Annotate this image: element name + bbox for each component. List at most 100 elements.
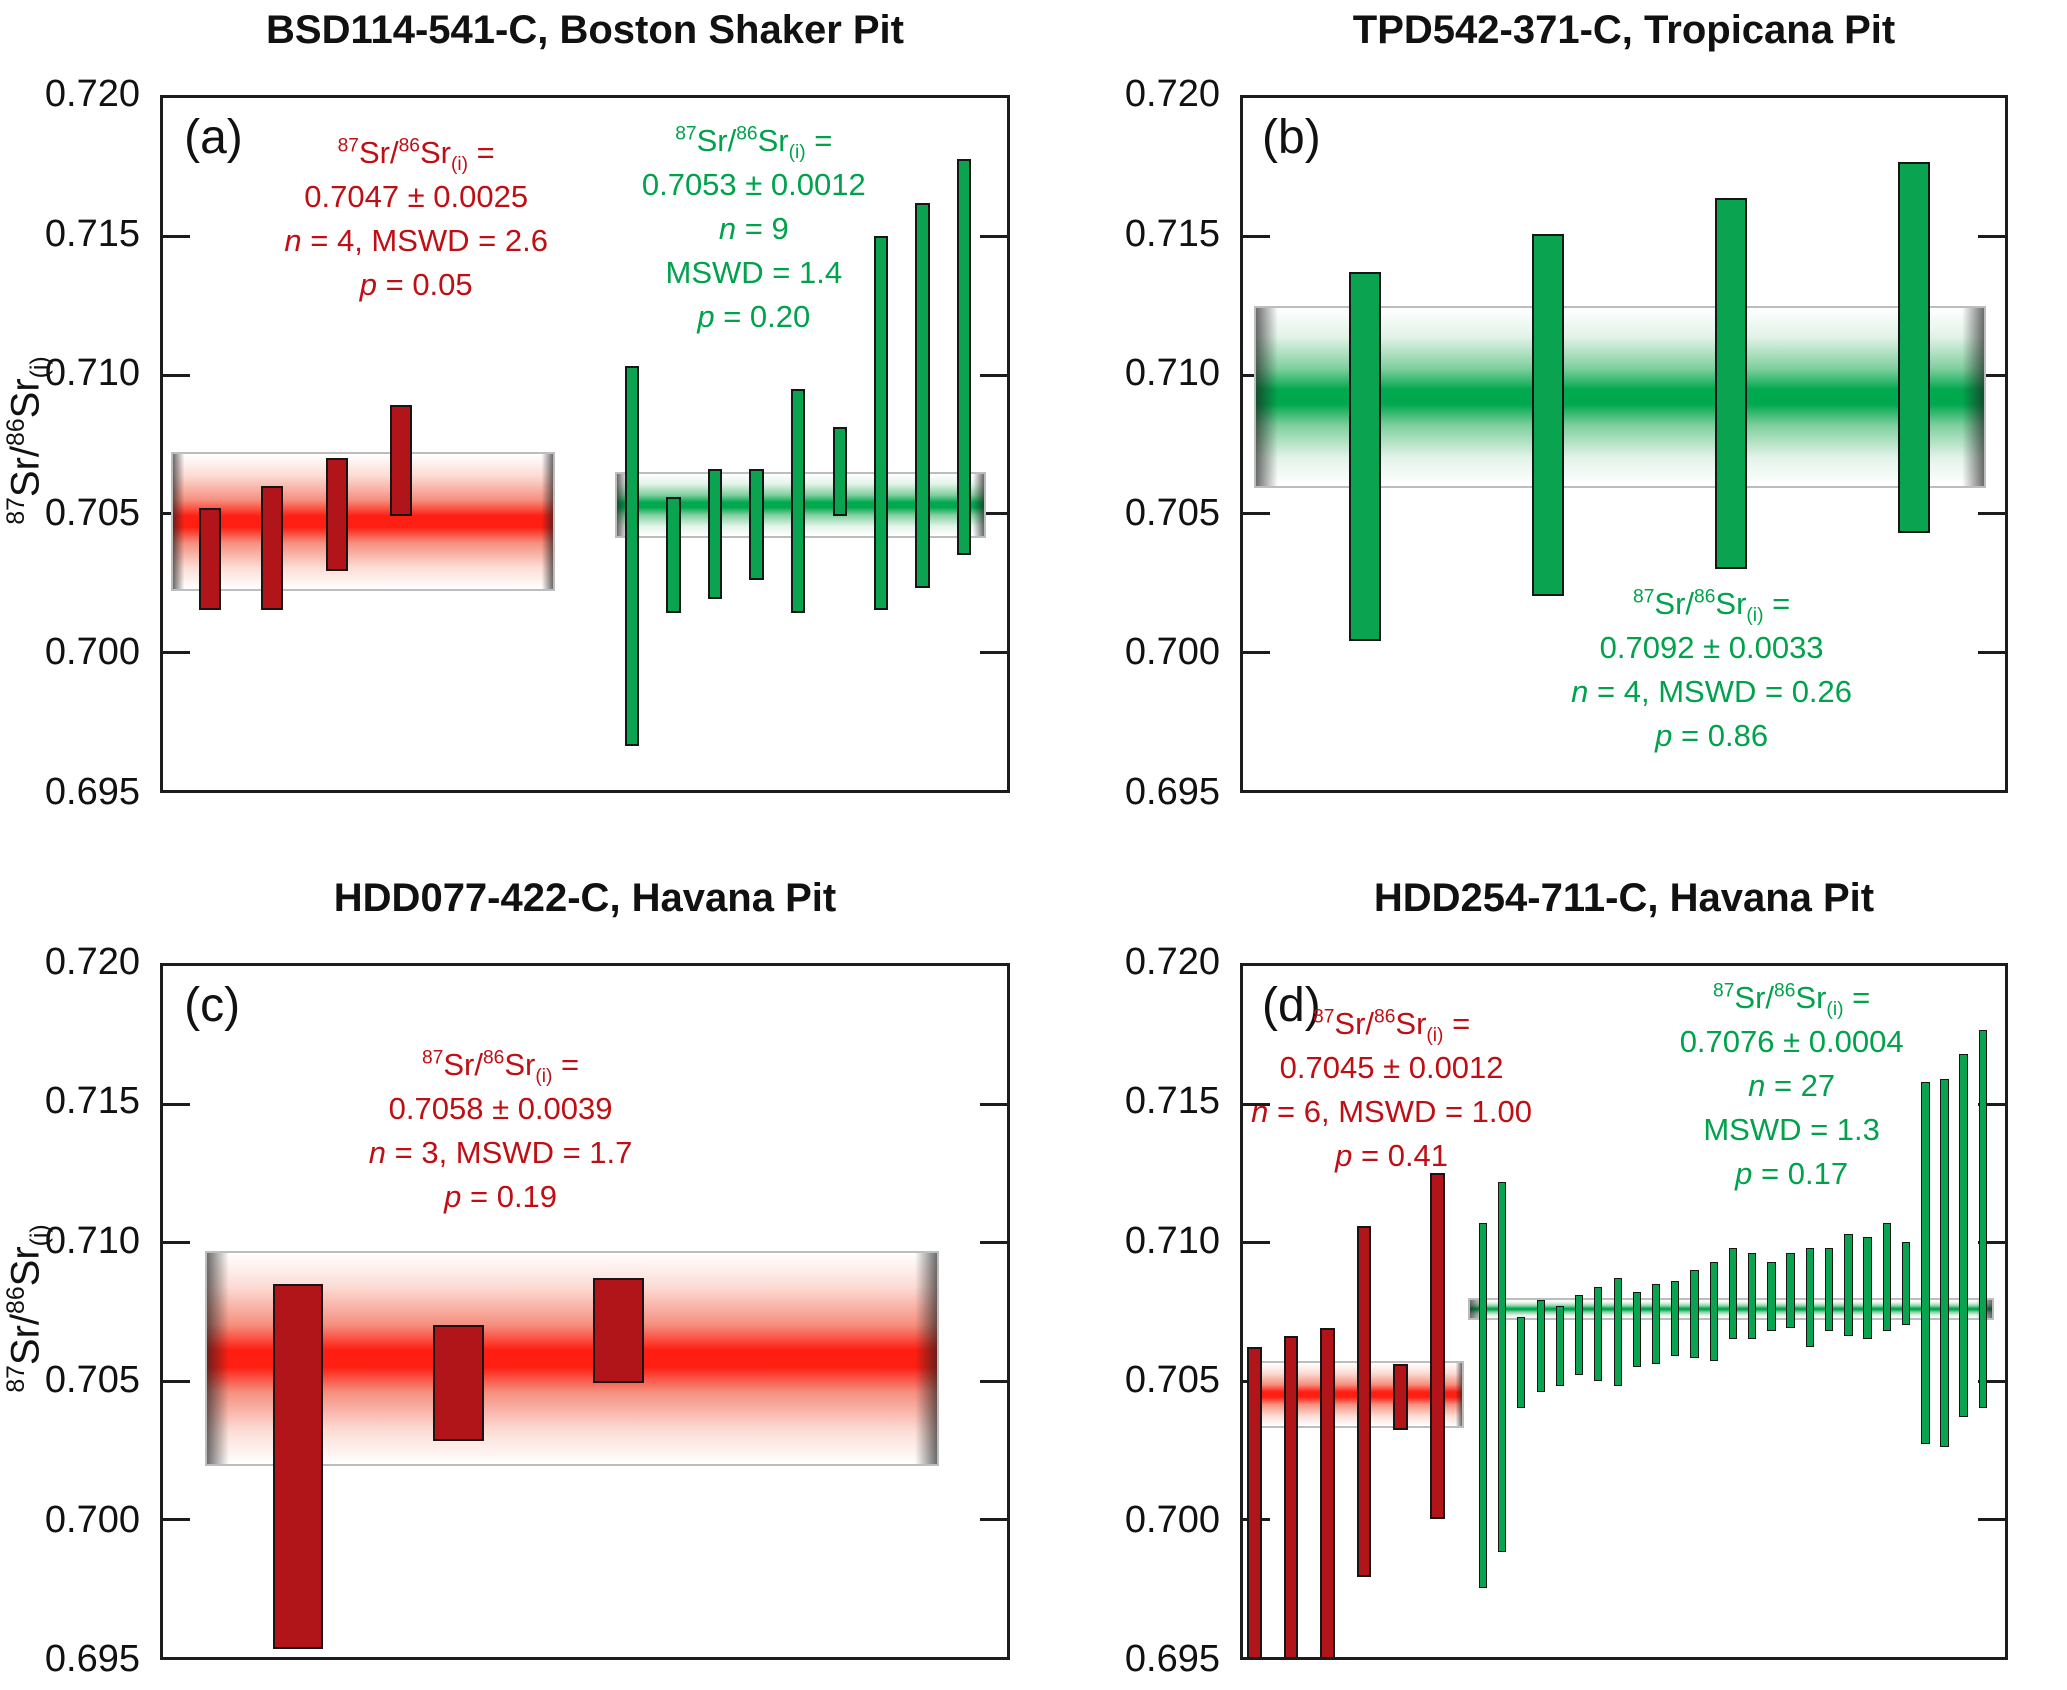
green-stats-text: 87Sr/86Sr(i) = 0.7092 ± 0.0033 n = 4, MSWD… xyxy=(1483,582,1940,758)
stats-line: 0.7076 ± 0.0004 xyxy=(1679,1023,1904,1059)
panel-letter: (c) xyxy=(184,979,241,1033)
green-stats-text: 87Sr/86Sr(i) = 0.7076 ± 0.0004 n = 27 MSWD … xyxy=(1563,976,2005,1196)
axis-tick-mark xyxy=(1978,1379,2005,1383)
y-tick-label: 0.695 xyxy=(44,771,140,813)
red-sample-range-bar xyxy=(593,1278,645,1384)
green-stats-text: 87Sr/86Sr(i) = 0.7053 ± 0.0012 n = 9 MSWD =… xyxy=(501,119,1007,339)
y-tick-label: 0.705 xyxy=(1124,491,1220,534)
y-tick-label: 0.695 xyxy=(1124,771,1220,813)
y-tick-label: 0.705 xyxy=(44,1359,140,1402)
green-sample-range-bar xyxy=(1767,1261,1777,1331)
green-sample-range-bar xyxy=(832,427,848,516)
red-sample-range-bar xyxy=(1247,1347,1262,1657)
red-sample-range-bar xyxy=(1430,1173,1445,1519)
axis-tick-mark xyxy=(1978,512,2005,516)
y-tick-label: 0.710 xyxy=(44,352,140,395)
green-sample-range-bar xyxy=(666,496,681,613)
axis-tick-mark xyxy=(1978,373,2005,377)
axis-tick-mark xyxy=(1243,1103,1270,1107)
y-tick-label: 0.720 xyxy=(44,941,140,983)
green-sample-range-bar xyxy=(1536,1300,1546,1392)
green-sample-range-bar xyxy=(1574,1294,1584,1376)
green-sample-range-bar xyxy=(1940,1079,1950,1447)
axis-tick-mark xyxy=(163,1241,190,1245)
green-sample-range-bar xyxy=(1478,1223,1488,1588)
green-sample-range-bar xyxy=(1555,1305,1565,1387)
green-sample-range-bar xyxy=(1613,1278,1623,1387)
stats-line: n = 4, MSWD = 2.6 xyxy=(284,223,548,259)
stats-line: n = 9 xyxy=(718,210,789,246)
green-sample-range-bar xyxy=(1651,1283,1661,1364)
panel-letter: (d) xyxy=(1262,979,1321,1033)
y-tick-label: 0.715 xyxy=(44,1080,140,1123)
panel-a-title: BSD114-541-C, Boston Shaker Pit xyxy=(266,8,904,52)
y-tick-label: 0.695 xyxy=(1124,1638,1220,1680)
axis-tick-mark xyxy=(980,373,1007,377)
green-sample-range-bar xyxy=(1714,197,1747,569)
y-axis-label: 87Sr/86Sr(i) xyxy=(3,356,54,525)
green-sample-range-bar xyxy=(1497,1181,1507,1552)
axis-tick-mark xyxy=(1978,235,2005,239)
y-tick-label: 0.695 xyxy=(44,1638,140,1680)
red-mean-uncertainty-band xyxy=(205,1250,940,1467)
y-tick-label: 0.705 xyxy=(1124,1359,1220,1402)
green-sample-range-bar xyxy=(1897,161,1930,533)
green-sample-range-bar xyxy=(1531,233,1564,597)
y-tick-label: 0.715 xyxy=(1124,1080,1220,1123)
panel-letter: (b) xyxy=(1262,111,1321,165)
red-sample-range-bar xyxy=(1283,1336,1299,1657)
isotope-ratio-header: 87Sr/86Sr(i) = xyxy=(337,135,495,176)
stats-line: n = 6, MSWD = 1.00 xyxy=(1251,1093,1533,1129)
stats-line: p = 0.17 xyxy=(1735,1155,1849,1191)
red-stats-text: 87Sr/86Sr(i) = 0.7045 ± 0.0012 n = 6, MSWD… xyxy=(1243,1002,1620,1178)
y-tick-label: 0.720 xyxy=(1124,941,1220,983)
green-sample-range-bar xyxy=(1728,1247,1738,1340)
y-tick-label: 0.715 xyxy=(44,212,140,255)
green-sample-range-bar xyxy=(1516,1317,1526,1409)
isotope-ratio-header: 87Sr/86Sr(i) = xyxy=(1713,979,1871,1020)
axis-tick-mark xyxy=(163,373,190,377)
stats-line: p = 0.19 xyxy=(444,1179,558,1215)
axis-tick-mark xyxy=(980,1517,1007,1521)
plot-area-c: (c) 87Sr/86Sr(i) = 0.7058 ± 0.0039 n = 3, M… xyxy=(160,963,1010,1660)
axis-tick-mark xyxy=(1978,1517,2005,1521)
y-tick-label: 0.710 xyxy=(1124,352,1220,395)
red-stats-text: 87Sr/86Sr(i) = 0.7047 ± 0.0025 n = 4, MSWD… xyxy=(163,131,669,307)
y-tick-label: 0.710 xyxy=(1124,1219,1220,1262)
green-sample-range-bar xyxy=(1824,1247,1834,1331)
green-sample-range-bar xyxy=(749,468,764,580)
y-tick-label: 0.720 xyxy=(44,73,140,115)
y-axis-label: 87Sr/86Sr(i) xyxy=(3,1223,54,1393)
y-tick-label: 0.720 xyxy=(1124,73,1220,115)
green-sample-range-bar xyxy=(1593,1286,1603,1381)
green-sample-range-bar xyxy=(790,388,805,613)
red-sample-range-bar xyxy=(1393,1364,1408,1431)
stats-line: MSWD = 1.4 xyxy=(665,254,843,290)
axis-tick-mark xyxy=(163,1379,190,1383)
green-sample-range-bar xyxy=(1709,1261,1719,1362)
green-sample-range-bar xyxy=(707,468,723,599)
green-sample-range-bar xyxy=(625,366,640,746)
axis-tick-mark xyxy=(980,650,1007,654)
isotope-ratio-header: 87Sr/86Sr(i) = xyxy=(1633,586,1791,627)
green-sample-range-bar xyxy=(1670,1281,1680,1356)
axis-tick-mark xyxy=(980,1103,1007,1107)
green-sample-range-bar xyxy=(874,236,889,611)
axis-tick-mark xyxy=(980,1379,1007,1383)
green-sample-range-bar xyxy=(1786,1253,1796,1329)
green-sample-range-bar xyxy=(1882,1223,1892,1331)
green-sample-range-bar xyxy=(1632,1292,1642,1367)
stats-line: p = 0.05 xyxy=(359,267,473,303)
green-sample-range-bar xyxy=(1959,1054,1969,1417)
stats-line: n = 3, MSWD = 1.7 xyxy=(368,1135,633,1171)
y-tick-label: 0.700 xyxy=(1124,631,1220,674)
green-sample-range-bar xyxy=(1348,272,1381,641)
panel-b-title: TPD542-371-C, Tropicana Pit xyxy=(1352,8,1896,52)
panel-letter: (a) xyxy=(184,111,243,165)
isotope-ratio-header: 87Sr/86Sr(i) = xyxy=(675,122,833,163)
panel-c-title: HDD077-422-C, Havana Pit xyxy=(333,876,837,920)
red-sample-range-bar xyxy=(1356,1225,1372,1577)
y-tick-label: 0.700 xyxy=(1124,1498,1220,1541)
red-mean-uncertainty-band xyxy=(171,452,556,591)
